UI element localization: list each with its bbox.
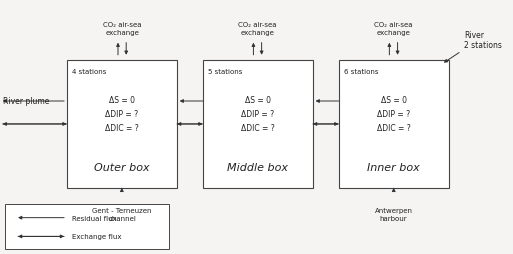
Text: Middle box: Middle box xyxy=(227,163,288,173)
Text: ΔS = 0
ΔDIP = ?
ΔDIC = ?: ΔS = 0 ΔDIP = ? ΔDIC = ? xyxy=(241,96,274,133)
Text: River plume: River plume xyxy=(3,97,49,106)
Text: 4 stations: 4 stations xyxy=(72,69,106,75)
Text: ΔS = 0
ΔDIP = ?
ΔDIC = ?: ΔS = 0 ΔDIP = ? ΔDIC = ? xyxy=(377,96,410,133)
Text: Antwerpen
harbour: Antwerpen harbour xyxy=(374,207,412,221)
Text: CO₂ air-sea
exchange: CO₂ air-sea exchange xyxy=(374,22,413,36)
Bar xyxy=(203,61,313,188)
Text: CO₂ air-sea
exchange: CO₂ air-sea exchange xyxy=(238,22,277,36)
Text: Exchange flux: Exchange flux xyxy=(72,233,121,240)
Text: CO₂ air-sea
exchange: CO₂ air-sea exchange xyxy=(103,22,142,36)
Text: 5 stations: 5 stations xyxy=(208,69,242,75)
Text: River
2 stations: River 2 stations xyxy=(464,31,502,50)
Text: Residual flux: Residual flux xyxy=(72,215,116,221)
Text: Outer box: Outer box xyxy=(94,163,150,173)
Bar xyxy=(5,204,169,249)
Text: Inner box: Inner box xyxy=(367,163,420,173)
Bar xyxy=(67,61,177,188)
Bar xyxy=(339,61,449,188)
Text: ΔS = 0
ΔDIP = ?
ΔDIC = ?: ΔS = 0 ΔDIP = ? ΔDIC = ? xyxy=(105,96,139,133)
Text: Gent - Terneuzen
channel: Gent - Terneuzen channel xyxy=(92,207,152,221)
Text: 6 stations: 6 stations xyxy=(344,69,378,75)
